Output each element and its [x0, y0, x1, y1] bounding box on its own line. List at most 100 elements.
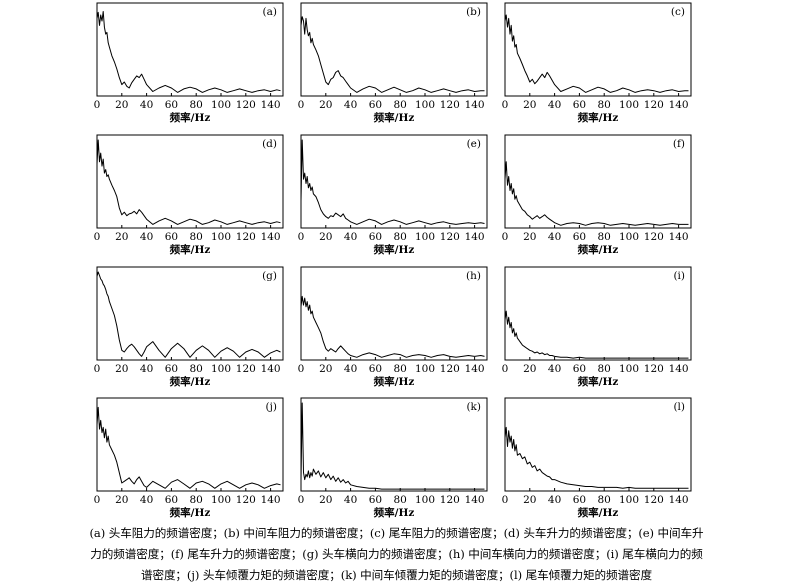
x-tick-label: 120 — [440, 494, 460, 506]
x-axis-label: 频率/Hz — [578, 243, 619, 256]
x-tick-label: 20 — [319, 99, 332, 111]
panel-label: (i) — [673, 270, 685, 282]
x-axis-label: 频率/Hz — [374, 243, 415, 256]
x-tick-label: 100 — [211, 99, 231, 111]
x-tick-label: 140 — [261, 99, 281, 111]
x-tick-label: 80 — [598, 494, 611, 506]
x-tick-label: 20 — [523, 363, 536, 375]
spectrum-line — [504, 161, 689, 226]
caption-line-3: 谱密度；(j) 头车倾覆力矩的频谱密度；(k) 中间车倾覆力矩的频谱密度；(l)… — [140, 568, 653, 582]
x-tick-label: 40 — [140, 231, 153, 243]
x-tick-label: 80 — [598, 99, 611, 111]
panel-label: (k) — [466, 401, 481, 413]
x-tick-label: 20 — [319, 363, 332, 375]
panel-f: 0 20 40 60 80 100 120 140 频率/Hz (f) — [502, 134, 692, 256]
x-tick-label: 0 — [94, 99, 101, 111]
plot-frame — [96, 397, 284, 492]
x-axis-label: 频率/Hz — [170, 506, 211, 519]
x-tick-label: 140 — [261, 363, 281, 375]
x-tick-label: 60 — [165, 494, 178, 506]
x-tick-label: 20 — [319, 494, 332, 506]
x-tick-label: 100 — [415, 363, 435, 375]
x-tick-label: 100 — [211, 231, 231, 243]
spectrum-line — [504, 14, 689, 93]
x-tick-label: 0 — [502, 99, 509, 111]
x-tick-label: 140 — [669, 231, 689, 243]
plot-frame — [504, 134, 692, 229]
x-tick-label: 40 — [548, 231, 561, 243]
panel-label: (a) — [263, 6, 277, 18]
x-tick-label: 140 — [669, 99, 689, 111]
x-tick-label: 60 — [369, 494, 382, 506]
spectrum-line — [96, 139, 281, 225]
spectrum-line — [504, 426, 689, 489]
x-tick-label: 100 — [415, 494, 435, 506]
x-tick-label: 60 — [573, 494, 586, 506]
spectrum-line — [504, 310, 689, 359]
x-tick-label: 120 — [236, 99, 256, 111]
panel-j: 0 20 40 60 80 100 120 140 频率/Hz (j) — [94, 397, 284, 519]
x-tick-label: 100 — [619, 231, 639, 243]
x-tick-label: 0 — [94, 231, 101, 243]
x-tick-label: 80 — [190, 99, 203, 111]
x-tick-label: 20 — [115, 99, 128, 111]
x-axis-label: 频率/Hz — [578, 506, 619, 519]
x-tick-label: 20 — [115, 363, 128, 375]
caption-line-1: (a) 头车阻力的频谱密度；(b) 中间车阻力的频谱密度；(c) 尾车阻力的频谱… — [89, 526, 704, 540]
panel-label: (d) — [262, 138, 277, 150]
spectrum-line — [300, 139, 485, 225]
x-tick-label: 120 — [440, 99, 460, 111]
spectrum-line — [96, 11, 281, 93]
x-tick-label: 40 — [344, 363, 357, 375]
panel-l: 0 20 40 60 80 100 120 140 频率/Hz (l) — [502, 397, 692, 519]
x-tick-label: 20 — [523, 231, 536, 243]
x-axis-label: 频率/Hz — [170, 375, 211, 388]
spectrum-line — [300, 16, 485, 93]
spectrum-figure: 0 20 40 60 80 100 120 140 频率/Hz (a) 0 20 40 60 80 100 12… — [94, 2, 692, 519]
x-tick-label: 120 — [236, 363, 256, 375]
x-tick-label: 40 — [548, 363, 561, 375]
x-tick-label: 80 — [394, 494, 407, 506]
x-tick-label: 40 — [548, 99, 561, 111]
x-tick-label: 100 — [415, 231, 435, 243]
panel-b: 0 20 40 60 80 100 120 140 频率/Hz (b) — [298, 2, 488, 124]
x-tick-label: 0 — [94, 363, 101, 375]
x-tick-label: 20 — [115, 231, 128, 243]
x-tick-label: 60 — [369, 231, 382, 243]
x-tick-label: 80 — [598, 363, 611, 375]
plot-frame — [504, 2, 692, 97]
plot-frame — [300, 2, 488, 97]
x-tick-label: 120 — [644, 494, 664, 506]
panel-label: (f) — [673, 138, 685, 150]
x-tick-label: 120 — [644, 363, 664, 375]
plot-frame — [96, 2, 284, 97]
x-tick-label: 100 — [211, 494, 231, 506]
panel-label: (b) — [466, 6, 481, 18]
x-tick-label: 80 — [394, 99, 407, 111]
spectrum-line — [300, 295, 485, 358]
x-tick-label: 120 — [236, 494, 256, 506]
x-tick-label: 100 — [619, 494, 639, 506]
x-tick-label: 0 — [502, 363, 509, 375]
x-tick-label: 0 — [298, 363, 305, 375]
figure-caption: (a) 头车阻力的频谱密度；(b) 中间车阻力的频谱密度；(c) 尾车阻力的频谱… — [6, 523, 787, 586]
plot-frame — [504, 397, 692, 492]
spectrum-line — [96, 406, 281, 489]
x-tick-label: 40 — [344, 99, 357, 111]
x-tick-label: 60 — [165, 231, 178, 243]
x-tick-label: 0 — [94, 494, 101, 506]
x-tick-label: 20 — [319, 231, 332, 243]
x-tick-label: 120 — [440, 231, 460, 243]
x-tick-label: 140 — [465, 231, 485, 243]
x-tick-label: 140 — [261, 494, 281, 506]
x-tick-label: 20 — [523, 494, 536, 506]
x-tick-label: 80 — [598, 231, 611, 243]
panel-d: 0 20 40 60 80 100 120 140 频率/Hz (d) — [94, 134, 284, 256]
x-tick-label: 120 — [644, 99, 664, 111]
x-axis-label: 频率/Hz — [170, 111, 211, 124]
panel-label: (g) — [262, 270, 277, 282]
x-tick-label: 120 — [236, 231, 256, 243]
spectrum-line — [300, 402, 485, 490]
x-tick-label: 0 — [502, 231, 509, 243]
plot-frame — [300, 397, 488, 492]
